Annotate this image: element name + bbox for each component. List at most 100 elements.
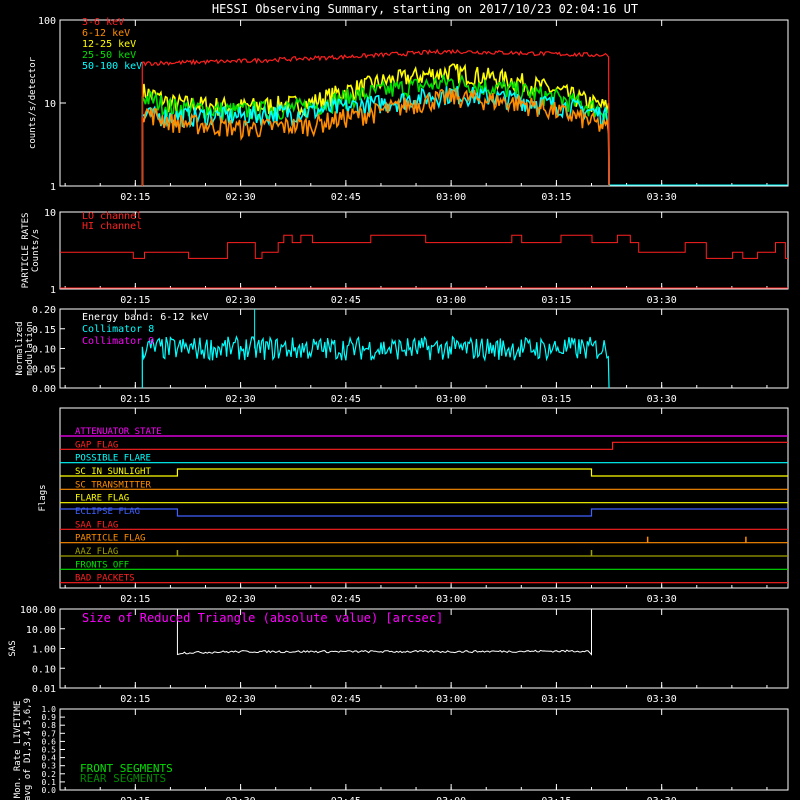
y-axis-label-line: Flags <box>38 484 48 511</box>
y-tick-label: 0.4 <box>42 754 57 763</box>
y-tick-label: 100.00 <box>20 605 56 616</box>
y-tick-label: 0.0 <box>42 786 57 795</box>
series-3-6-keV <box>141 48 610 187</box>
y-tick-label: 0.6 <box>42 737 57 746</box>
y-axis-label-line: counts/s/detector <box>28 56 38 149</box>
x-tick-label: 02:30 <box>226 394 256 405</box>
y-axis-label: counts/s/detector <box>28 56 38 149</box>
x-tick-label: 02:15 <box>120 394 150 405</box>
y-axis-label-line: modulation <box>25 321 35 375</box>
flag-label: PARTICLE FLAG <box>75 534 145 544</box>
flag-label: ECLIPSE FLAG <box>75 507 140 517</box>
x-tick-label: 02:15 <box>120 295 150 306</box>
annotation: Size of Reduced Triangle (absolute value… <box>82 611 443 625</box>
y-tick-label: 10.00 <box>26 625 56 636</box>
x-tick-label: 02:30 <box>226 192 256 203</box>
x-tick-label: 03:15 <box>541 192 571 203</box>
flag-label: BAD PACKETS <box>75 574 135 584</box>
legend-entry: HI channel <box>82 221 142 232</box>
x-tick-label: 03:00 <box>436 694 466 705</box>
y-axis-label: PARTICLE RATES Counts/s <box>21 213 41 289</box>
legend-entry: 3-6 keV <box>82 17 124 28</box>
y-tick-label: 0.1 <box>42 778 57 787</box>
x-tick-label: 02:45 <box>331 192 361 203</box>
y-tick-label: 0.10 <box>32 345 56 356</box>
x-tick-label: 02:45 <box>331 394 361 405</box>
flag-label: SC IN SUNLIGHT <box>75 467 151 477</box>
flag-label: SAA FLAG <box>75 520 118 530</box>
x-tick-label: 02:30 <box>226 295 256 306</box>
flag-label: POSSIBLE FLARE <box>75 454 151 464</box>
y-tick-label: 0.01 <box>32 684 56 695</box>
flag-label: FLARE FLAG <box>75 494 129 504</box>
legend-entry: 12-25 keV <box>82 39 136 50</box>
y-tick-label: 0.3 <box>42 762 57 771</box>
x-tick-label: 02:45 <box>331 796 361 800</box>
y-tick-label: 10 <box>44 208 56 219</box>
y-tick-label: 0.15 <box>32 325 56 336</box>
x-tick-label: 02:30 <box>226 796 256 800</box>
series-25-50-keV <box>141 74 610 187</box>
flag-label: GAP_FLAG <box>75 440 118 450</box>
series-6-12-keV <box>141 87 610 187</box>
y-axis-label-line: Mon. Rate LIVETIME <box>13 701 23 799</box>
x-tick-label: 03:30 <box>647 295 677 306</box>
panel-livetime <box>59 708 789 791</box>
y-tick-label: 10 <box>44 99 56 110</box>
x-tick-label: 03:00 <box>436 796 466 800</box>
y-axis-label-line: Counts/s <box>31 229 41 272</box>
x-tick-label: 03:30 <box>647 394 677 405</box>
x-tick-label: 03:15 <box>541 594 571 605</box>
y-axis-label: Flags <box>38 484 48 511</box>
y-axis-label: Mon. Rate LIVETIME avg of D1,3,4,5,6,9 <box>13 698 33 800</box>
y-axis-label: Normalized modulation <box>15 321 35 375</box>
y-tick-label: 0.20 <box>32 305 56 316</box>
y-tick-label: 0.2 <box>42 770 57 779</box>
y-tick-label: 1.00 <box>32 645 56 656</box>
y-tick-label: 0.7 <box>42 729 57 738</box>
x-tick-label: 03:15 <box>541 796 571 800</box>
x-tick-label: 02:30 <box>226 594 256 605</box>
x-tick-label: 03:00 <box>436 594 466 605</box>
x-tick-label: 02:30 <box>226 694 256 705</box>
y-tick-label: 1.0 <box>42 705 57 714</box>
x-tick-label: 02:45 <box>331 694 361 705</box>
legend-entry: 25-50 keV <box>82 50 136 61</box>
y-axis-label-line: Normalized <box>15 321 25 375</box>
x-tick-label: 02:15 <box>120 594 150 605</box>
x-tick-label: 02:15 <box>120 694 150 705</box>
y-tick-label: 0.8 <box>42 721 57 730</box>
x-tick-label: 03:00 <box>436 394 466 405</box>
y-tick-label: 1 <box>50 285 56 296</box>
series-50-100-keV <box>141 86 610 187</box>
y-axis-label-line: PARTICLE RATES <box>21 213 31 289</box>
legend-entry: 6-12 keV <box>82 28 130 39</box>
legend-entry: LO channel <box>82 211 142 222</box>
legend-entry: Collimator 9 <box>82 336 154 347</box>
y-tick-label: 0.5 <box>42 746 57 755</box>
x-tick-label: 03:00 <box>436 295 466 306</box>
y-axis-label-line: avg of D1,3,4,5,6,9 <box>23 698 33 800</box>
x-tick-label: 02:45 <box>331 594 361 605</box>
x-tick-label: 03:30 <box>647 594 677 605</box>
legend-entry: REAR SEGMENTS <box>80 772 166 785</box>
legend-entry: FRONT SEGMENTS <box>80 762 173 775</box>
flag-line <box>60 508 788 517</box>
y-axis-label-line: SAS <box>8 640 18 656</box>
annotation: Energy band: 6-12 keV <box>82 312 208 323</box>
x-tick-label: 03:00 <box>436 192 466 203</box>
flag-label: ATTENUATOR STATE <box>75 427 162 437</box>
y-tick-label: 0.10 <box>32 664 56 675</box>
legend-entry: 50-100 keV <box>82 61 142 72</box>
x-tick-label: 03:15 <box>541 394 571 405</box>
x-tick-label: 02:15 <box>120 192 150 203</box>
legend-entry: Collimator 8 <box>82 324 154 335</box>
chart-title: HESSI Observing Summary, starting on 201… <box>212 2 638 16</box>
y-tick-label: 1 <box>50 182 56 193</box>
x-tick-label: 02:45 <box>331 295 361 306</box>
y-axis-label: SAS <box>8 640 18 656</box>
flag-line <box>60 441 788 450</box>
x-tick-label: 02:15 <box>120 796 150 800</box>
y-tick-label: 0.05 <box>32 364 56 375</box>
panel-flags <box>59 407 789 589</box>
